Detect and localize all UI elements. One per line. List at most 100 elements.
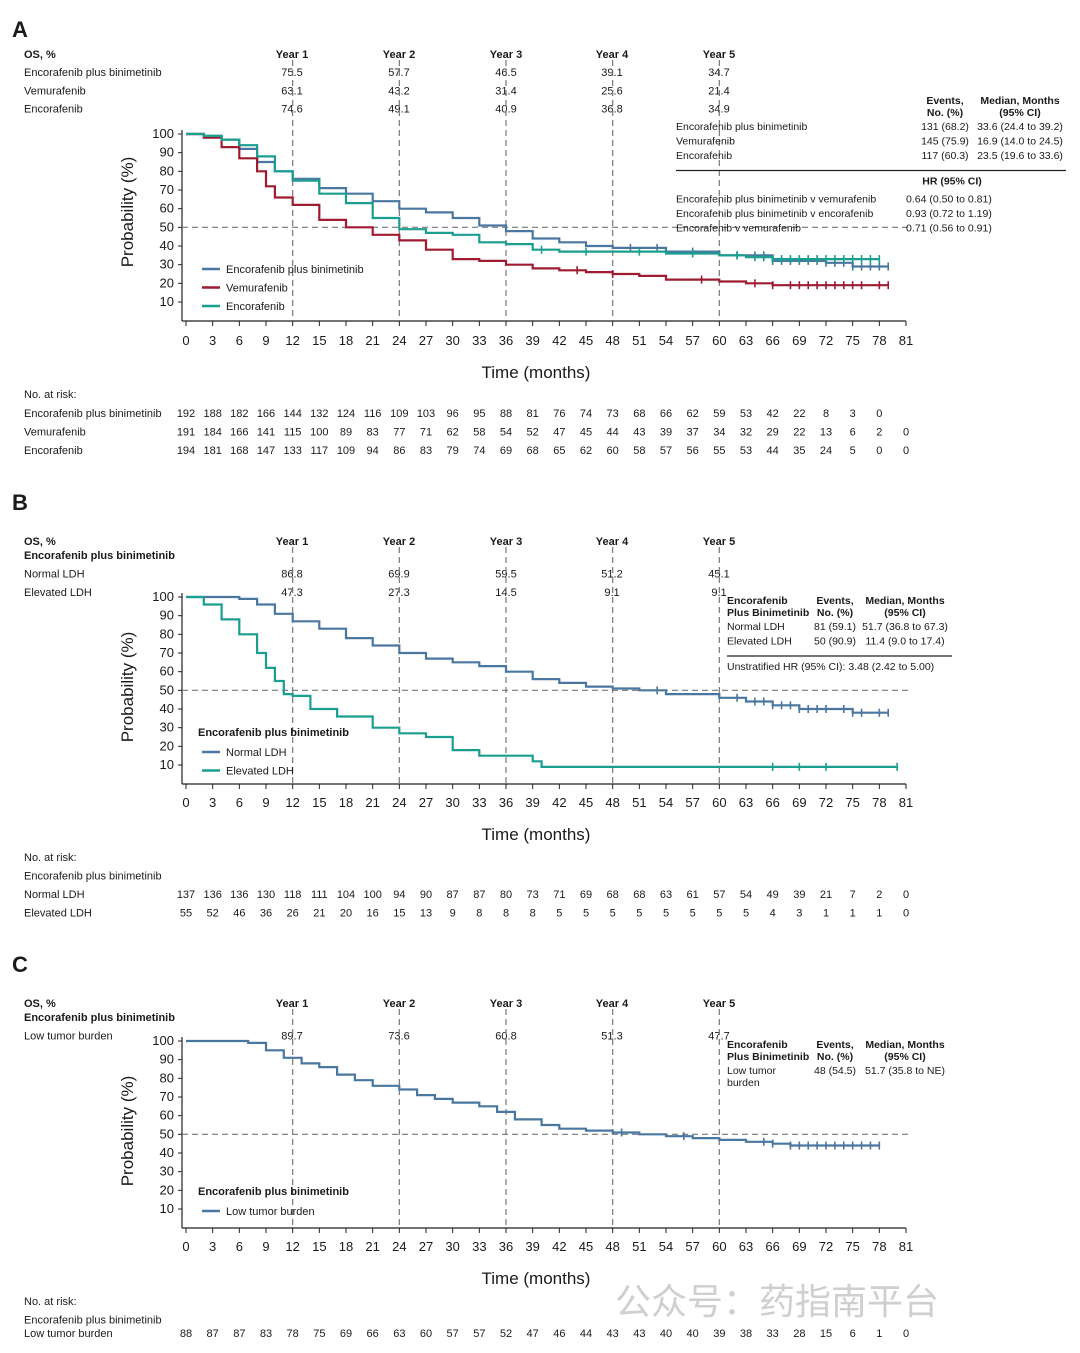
risk-count: 43 (607, 1328, 619, 1340)
year-header: Year 1 (276, 536, 308, 548)
year-header: Year 4 (596, 536, 629, 548)
panel-label-b: B (12, 490, 28, 515)
risk-count: 0 (903, 889, 909, 901)
y-tick-label: 50 (160, 682, 174, 697)
risk-count: 109 (390, 408, 408, 420)
y-tick-label: 80 (160, 1070, 174, 1085)
x-tick-label: 0 (182, 333, 189, 348)
risk-count: 58 (633, 445, 645, 457)
summary-median-header: (95% CI) (999, 107, 1040, 119)
os-value: 74.6 (281, 104, 302, 116)
legend-label: Normal LDH (226, 747, 287, 759)
risk-count: 44 (607, 427, 619, 439)
os-row-label: Encorafenib plus binimetinib (24, 67, 162, 79)
risk-count: 168 (230, 445, 248, 457)
risk-count: 166 (230, 427, 248, 439)
x-tick-label: 21 (365, 333, 379, 348)
y-axis-label: Probability (%) (118, 1076, 137, 1187)
risk-count: 130 (257, 889, 275, 901)
risk-count: 83 (420, 445, 432, 457)
risk-count: 95 (473, 408, 485, 420)
x-tick-label: 66 (765, 795, 779, 810)
risk-count: 62 (447, 427, 459, 439)
risk-count: 39 (713, 1328, 725, 1340)
risk-table-title: No. at risk: (24, 389, 77, 401)
hr-header: HR (95% CI) (922, 176, 982, 188)
summary-group-header: Plus Binimetinib (727, 1051, 809, 1063)
os-table-header: OS, % (24, 49, 56, 61)
risk-count: 74 (473, 445, 485, 457)
watermark: 公众号：药指南平台 (615, 1281, 939, 1322)
risk-count: 61 (687, 889, 699, 901)
risk-count: 88 (500, 408, 512, 420)
summary-row-label: Encorafenib plus binimetinib (676, 121, 807, 133)
y-tick-label: 90 (160, 608, 174, 623)
risk-count: 141 (257, 427, 275, 439)
risk-row-label: Elevated LDH (24, 908, 92, 920)
risk-count: 0 (876, 408, 882, 420)
risk-count: 144 (283, 408, 301, 420)
x-tick-label: 51 (632, 795, 646, 810)
risk-count: 52 (527, 427, 539, 439)
risk-count: 0 (903, 445, 909, 457)
os-value: 59.5 (495, 569, 516, 581)
risk-count: 35 (793, 445, 805, 457)
os-value: 69.9 (388, 569, 409, 581)
risk-count: 33 (767, 1328, 779, 1340)
risk-count: 55 (713, 445, 725, 457)
risk-count: 188 (203, 408, 221, 420)
x-tick-label: 30 (445, 795, 459, 810)
os-value: 9.1 (604, 587, 619, 599)
x-tick-label: 69 (792, 1239, 806, 1254)
risk-count: 5 (743, 908, 749, 920)
x-tick-label: 33 (472, 795, 486, 810)
x-tick-label: 12 (285, 795, 299, 810)
summary-median-header: Median, Months (865, 595, 944, 607)
os-value: 63.1 (281, 85, 302, 97)
risk-count: 2 (876, 427, 882, 439)
risk-row-label: Encorafenib (24, 445, 83, 457)
risk-count: 69 (500, 445, 512, 457)
x-tick-label: 60 (712, 795, 726, 810)
x-tick-label: 33 (472, 1239, 486, 1254)
risk-count: 37 (687, 427, 699, 439)
risk-count: 32 (740, 427, 752, 439)
risk-count: 56 (687, 445, 699, 457)
risk-count: 79 (447, 445, 459, 457)
x-tick-label: 42 (552, 1239, 566, 1254)
x-tick-label: 51 (632, 1239, 646, 1254)
y-tick-label: 60 (160, 664, 174, 679)
risk-count: 89 (340, 427, 352, 439)
x-tick-label: 30 (445, 1239, 459, 1254)
os-value: 51.3 (601, 1031, 622, 1043)
y-tick-label: 40 (160, 701, 174, 716)
x-tick-label: 78 (872, 333, 886, 348)
risk-count: 43 (633, 427, 645, 439)
legend-label: Encorafenib plus binimetinib (226, 264, 364, 276)
x-tick-label: 81 (899, 795, 913, 810)
panel-a: OS, % Year 1 Year 2 Year 3 Year 4 Year 5 Encor… (24, 49, 1066, 457)
hr-row-label: Encorafenib plus binimetinib v encorafen… (676, 208, 873, 220)
risk-count: 8 (530, 908, 536, 920)
risk-count: 191 (177, 427, 195, 439)
risk-count: 60 (420, 1328, 432, 1340)
legend-label: Vemurafenib (226, 283, 288, 295)
legend-label: Encorafenib (226, 301, 285, 313)
summary-median: 11.4 (9.0 to 17.4) (865, 636, 944, 648)
x-axis-label: Time (months) (482, 825, 591, 844)
year-header: Year 2 (383, 998, 415, 1010)
summary-events: 145 (75.9) (921, 136, 969, 148)
risk-count: 22 (793, 427, 805, 439)
x-tick-label: 57 (685, 795, 699, 810)
risk-count: 166 (257, 408, 275, 420)
risk-count: 118 (284, 889, 302, 901)
year-header: Year 3 (490, 998, 522, 1010)
risk-count: 13 (820, 427, 832, 439)
risk-count: 69 (580, 889, 592, 901)
km-curve-normal-ldh (186, 595, 889, 714)
risk-count: 42 (767, 408, 779, 420)
x-tick-label: 9 (262, 795, 269, 810)
panel-c: OS, % Year 1 Year 2 Year 3 Year 4 Year 5 Encor… (24, 998, 945, 1340)
os-value: 73.6 (388, 1031, 409, 1043)
y-tick-label: 20 (160, 1182, 174, 1197)
